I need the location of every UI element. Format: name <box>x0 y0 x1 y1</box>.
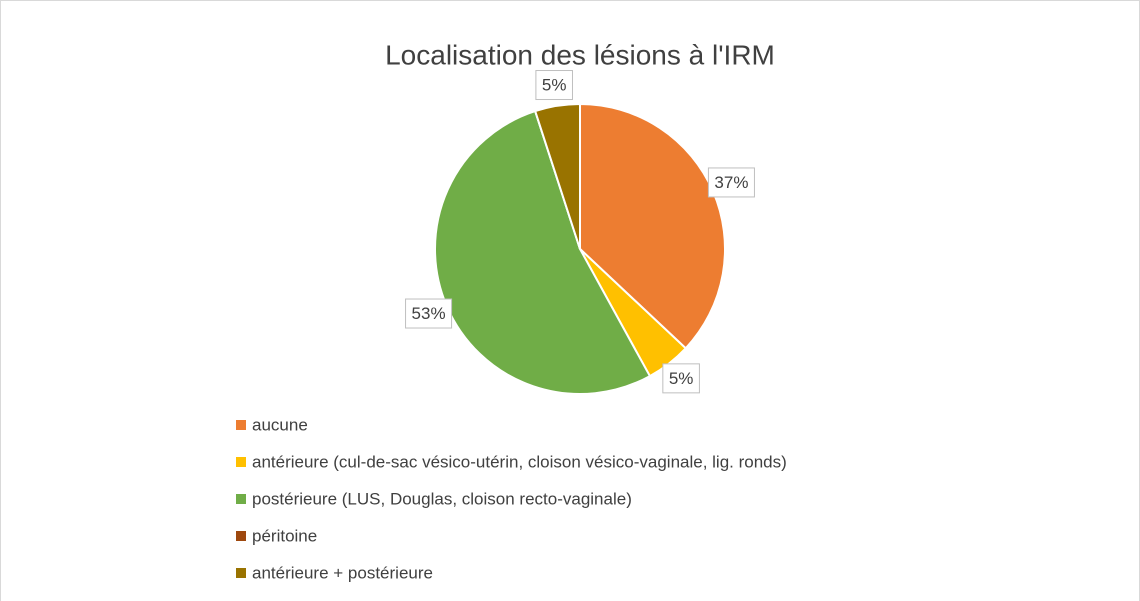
legend-swatch <box>236 568 246 578</box>
legend-label: aucune <box>252 415 308 434</box>
data-label: 37% <box>707 167 755 198</box>
data-label-box <box>405 298 453 329</box>
pie-slice <box>533 102 581 250</box>
legend-label: péritoine <box>252 526 317 545</box>
legend-label: postérieure (LUS, Douglas, cloison recto… <box>252 489 632 508</box>
data-label-text: 53% <box>412 304 446 323</box>
data-label-box <box>707 167 755 198</box>
data-label-text: 5% <box>669 369 694 388</box>
chart-title: Localisation des lésions à l'IRM <box>385 39 775 70</box>
data-label: 53% <box>405 298 453 329</box>
legend-label: antérieure + postérieure <box>252 563 433 582</box>
data-label-box <box>535 70 573 101</box>
data-label-text: 5% <box>542 76 567 95</box>
data-label-text: 37% <box>714 173 748 192</box>
data-label: 5% <box>662 363 700 394</box>
data-label: 5% <box>535 70 573 101</box>
legend-swatch <box>236 457 246 467</box>
legend-swatch <box>236 494 246 504</box>
legend-swatch <box>236 531 246 541</box>
legend-swatch <box>236 420 246 430</box>
data-label-box <box>662 363 700 394</box>
legend-label: antérieure (cul-de-sac vésico-utérin, cl… <box>252 452 787 471</box>
